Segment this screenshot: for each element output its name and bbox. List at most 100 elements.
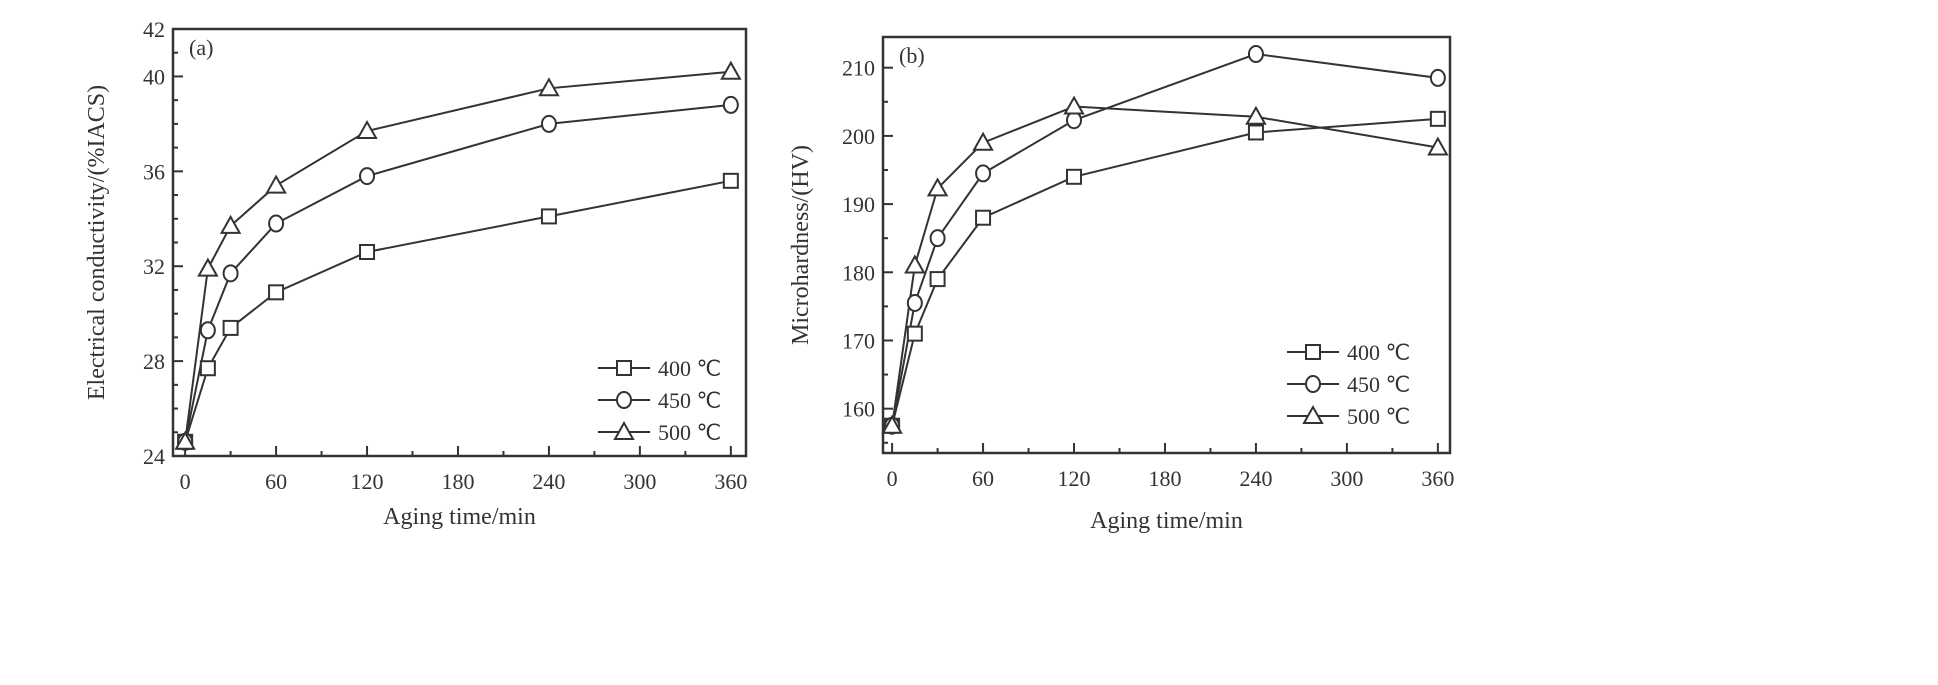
data-point-triangle <box>265 174 287 194</box>
x-tick-label: 300 <box>623 469 656 494</box>
data-point-square <box>1066 168 1083 185</box>
y-ticks-b: 160 170 180 190 200 210 <box>842 56 893 422</box>
y-tick-label: 210 <box>842 56 875 81</box>
data-point-circle <box>1429 68 1446 87</box>
data-point-square <box>268 284 285 301</box>
data-point-triangle <box>174 430 196 450</box>
legend-marker-circle <box>1305 375 1321 393</box>
y-tick-label: 170 <box>842 328 875 353</box>
data-point-circle <box>975 164 992 183</box>
legend-marker-square <box>616 360 632 376</box>
data-point-square <box>1429 110 1446 127</box>
x-tick-label: 0 <box>887 466 898 491</box>
x-tick-label: 0 <box>180 469 191 494</box>
data-point-triangle <box>1245 105 1267 125</box>
series-lines-a <box>184 70 732 443</box>
data-point-circle <box>1066 111 1083 130</box>
x-axis-title-a: Aging time/min <box>383 504 536 530</box>
data-point-triangle <box>197 257 219 277</box>
data-point-square <box>359 243 376 260</box>
y-tick-label: 32 <box>143 254 165 279</box>
series-line-square <box>184 179 732 443</box>
data-point-circle <box>929 229 946 248</box>
y-axis-title-a: Electrical conductivity/(%IACS) <box>84 85 110 400</box>
legend-marker-square <box>1305 344 1321 360</box>
data-point-triangle <box>219 214 242 234</box>
data-point-triangle <box>1427 136 1449 156</box>
data-point-square <box>199 360 216 377</box>
minor-ticks-a <box>173 51 687 456</box>
series-line-triangle <box>184 70 731 442</box>
minor-ticks-b <box>883 100 1394 453</box>
data-point-triangle <box>356 119 378 140</box>
series-line-circle <box>184 103 731 442</box>
data-point-triangle <box>972 131 994 151</box>
x-ticks-a: 0 60 120 180 240 300 360 <box>180 446 747 494</box>
data-point-circle <box>359 167 376 186</box>
data-point-circle <box>199 321 216 340</box>
data-point-circle <box>222 264 239 283</box>
x-tick-label: 360 <box>714 469 747 494</box>
plot-frame-b <box>881 35 1452 455</box>
y-tick-label: 40 <box>143 64 165 89</box>
chart-panel-b: 0 60 120 180 240 300 360 160 170 180 190 200 210 (b… <box>788 35 1454 534</box>
x-tick-label: 120 <box>351 469 384 494</box>
y-tick-label: 42 <box>143 17 165 42</box>
panel-label-b: (b) <box>899 43 925 68</box>
legend-label: 400 ℃ <box>658 356 721 381</box>
legend-marker-circle <box>616 391 632 409</box>
data-point-triangle <box>720 60 742 80</box>
x-tick-label: 180 <box>441 469 474 494</box>
y-tick-label: 190 <box>842 192 875 217</box>
data-point-circle <box>722 95 739 114</box>
x-ticks-b: 0 60 120 180 240 300 360 <box>887 443 1454 491</box>
y-ticks-a: 24 28 32 36 40 42 <box>143 17 183 469</box>
series-line-circle <box>891 53 1439 426</box>
series-markers-a <box>174 60 742 451</box>
panel-label-a: (a) <box>189 35 213 60</box>
x-tick-label: 180 <box>1148 466 1181 491</box>
legend-marker-triangle <box>1302 404 1324 424</box>
x-tick-label: 60 <box>265 469 287 494</box>
y-axis-title-b: Microhardness/(HV) <box>788 145 814 345</box>
data-point-triangle <box>1063 95 1085 115</box>
x-tick-label: 60 <box>972 466 994 491</box>
data-point-circle <box>268 214 285 233</box>
legend-b: 400 ℃ 450 ℃ 500 ℃ <box>1287 340 1410 429</box>
legend-label: 500 ℃ <box>658 420 721 445</box>
data-point-triangle <box>926 177 949 197</box>
data-point-square <box>722 172 739 189</box>
data-point-square <box>929 271 946 288</box>
x-tick-label: 360 <box>1421 466 1454 491</box>
y-tick-label: 160 <box>842 397 875 422</box>
data-point-square <box>1247 124 1264 141</box>
x-tick-label: 300 <box>1330 466 1363 491</box>
data-point-triangle <box>538 77 560 97</box>
data-point-square <box>906 325 923 342</box>
legend-marker-triangle <box>613 420 635 440</box>
series-markers-b <box>881 45 1449 435</box>
data-point-square <box>540 208 557 225</box>
data-point-triangle <box>904 254 926 274</box>
y-tick-label: 200 <box>842 124 875 149</box>
y-tick-label: 24 <box>143 444 165 469</box>
x-tick-label: 120 <box>1058 466 1091 491</box>
x-tick-label: 240 <box>532 469 565 494</box>
legend-a: 400 ℃ 450 ℃ 500 ℃ <box>598 356 721 445</box>
data-point-triangle <box>881 414 903 434</box>
legend-label: 400 ℃ <box>1347 340 1410 365</box>
y-tick-label: 36 <box>143 159 165 184</box>
legend-label: 450 ℃ <box>1347 372 1410 397</box>
x-axis-title-b: Aging time/min <box>1090 508 1243 534</box>
series-lines-b <box>891 53 1439 426</box>
chart-panel-a: 0 60 120 180 240 300 360 24 28 32 36 40 42 (a) Agin… <box>84 17 747 530</box>
legend-label: 500 ℃ <box>1347 404 1410 429</box>
x-tick-label: 240 <box>1239 466 1272 491</box>
data-point-circle <box>906 293 923 312</box>
data-point-square <box>222 319 239 336</box>
data-point-circle <box>1247 45 1264 64</box>
data-point-square <box>975 209 992 226</box>
y-tick-label: 180 <box>842 260 875 285</box>
legend-label: 450 ℃ <box>658 388 721 413</box>
